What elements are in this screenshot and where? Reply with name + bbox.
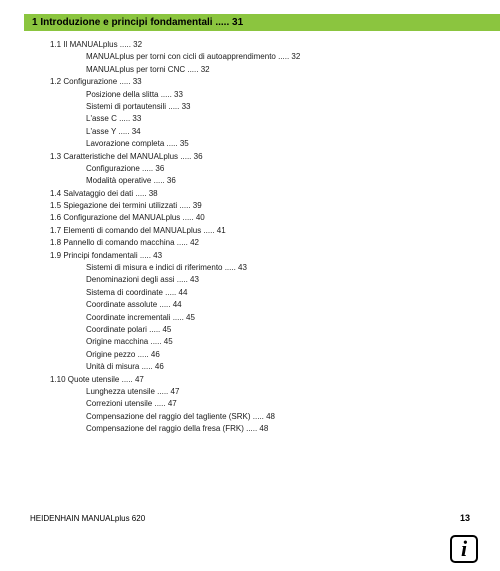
- toc-entry: Origine pezzo ..... 46: [30, 349, 470, 361]
- chapter-header: 1 Introduzione e principi fondamentali .…: [24, 14, 500, 31]
- toc-entry: Posizione della slitta ..... 33: [30, 89, 470, 101]
- toc-entry: 1.9 Principi fondamentali ..... 43: [30, 250, 470, 262]
- toc-entry: 1.10 Quote utensile ..... 47: [30, 374, 470, 386]
- toc-entry: Correzioni utensile ..... 47: [30, 398, 470, 410]
- toc-entry: 1.2 Configurazione ..... 33: [30, 76, 470, 88]
- toc-entry: 1.5 Spiegazione dei termini utilizzati .…: [30, 200, 470, 212]
- toc-entry: 1.7 Elementi di comando del MANUALplus .…: [30, 225, 470, 237]
- toc-entry: Denominazioni degli assi ..... 43: [30, 274, 470, 286]
- toc-entry: MANUALplus per torni con cicli di autoap…: [30, 51, 470, 63]
- toc-entry: Compensazione del raggio della fresa (FR…: [30, 423, 470, 435]
- toc-entry: Origine macchina ..... 45: [30, 336, 470, 348]
- toc-entry: Modalità operative ..... 36: [30, 175, 470, 187]
- info-icon: i: [450, 535, 478, 563]
- footer-page-number: 13: [460, 513, 470, 523]
- page-footer: HEIDENHAIN MANUALplus 620 13: [30, 513, 470, 523]
- toc-entry: Compensazione del raggio del tagliente (…: [30, 411, 470, 423]
- toc-entry: 1.4 Salvataggio dei dati ..... 38: [30, 188, 470, 200]
- toc-entry: 1.6 Configurazione del MANUALplus ..... …: [30, 212, 470, 224]
- toc-entry: 1.1 Il MANUALplus ..... 32: [30, 39, 470, 51]
- table-of-contents: 1.1 Il MANUALplus ..... 32MANUALplus per…: [30, 39, 470, 436]
- page-body: 1 Introduzione e principi fondamentali .…: [0, 0, 500, 436]
- toc-entry: Unità di misura ..... 46: [30, 361, 470, 373]
- toc-entry: L'asse Y ..... 34: [30, 126, 470, 138]
- toc-entry: Coordinate assolute ..... 44: [30, 299, 470, 311]
- toc-entry: Lavorazione completa ..... 35: [30, 138, 470, 150]
- toc-entry: Sistemi di portautensili ..... 33: [30, 101, 470, 113]
- toc-entry: Sistemi di misura e indici di riferiment…: [30, 262, 470, 274]
- toc-entry: MANUALplus per torni CNC ..... 32: [30, 64, 470, 76]
- toc-entry: L'asse C ..... 33: [30, 113, 470, 125]
- footer-publication: HEIDENHAIN MANUALplus 620: [30, 514, 145, 523]
- toc-entry: Lunghezza utensile ..... 47: [30, 386, 470, 398]
- toc-entry: Coordinate polari ..... 45: [30, 324, 470, 336]
- toc-entry: Sistema di coordinate ..... 44: [30, 287, 470, 299]
- toc-entry: Coordinate incrementali ..... 45: [30, 312, 470, 324]
- toc-entry: 1.3 Caratteristiche del MANUALplus .....…: [30, 151, 470, 163]
- toc-entry: Configurazione ..... 36: [30, 163, 470, 175]
- toc-entry: 1.8 Pannello di comando macchina ..... 4…: [30, 237, 470, 249]
